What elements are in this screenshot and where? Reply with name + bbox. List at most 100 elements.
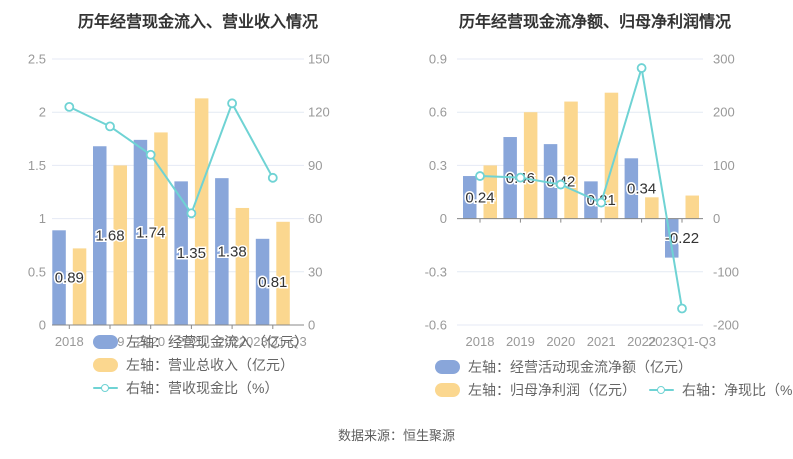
x-axis-category-label: 2021 xyxy=(177,334,206,349)
legend-label: 左轴：营业总收入（亿元） xyxy=(126,357,294,373)
right-axis-tick-label: 150 xyxy=(308,52,330,67)
chart-legend: 左轴：经营现金流入（亿元） 左轴：营业总收入（亿元） 右轴：营收现金比（%） xyxy=(93,334,308,396)
chart-title: 历年经营现金流净额、归母净利润情况 xyxy=(458,14,731,31)
legend-bar-swatch xyxy=(435,383,460,397)
x-axis-category-label: 2022 xyxy=(218,334,247,349)
bar-orange-2019[interactable] xyxy=(523,112,538,219)
bar-value-label: 1.74 xyxy=(136,224,165,241)
x-axis-category-label: 2022 xyxy=(627,334,656,349)
line-marker-2021[interactable] xyxy=(186,208,197,219)
left-axis-tick-label: 2 xyxy=(39,105,46,120)
bar-blue-2018[interactable] xyxy=(52,230,66,325)
x-axis-category-label: 2023Q1-Q3 xyxy=(648,334,716,349)
legend-bar-swatch xyxy=(93,358,118,372)
left-axis-tick-label: 0.6 xyxy=(429,105,447,120)
bar-value-label: 0.89 xyxy=(55,270,84,287)
legend-item[interactable]: 左轴：经营现金流入（亿元） xyxy=(93,332,308,352)
bar-value-label: 1.68 xyxy=(95,228,124,245)
bar-value-label: 0.24 xyxy=(465,189,494,206)
bar-orange-2023Q1-Q3[interactable] xyxy=(276,221,290,325)
left-axis-tick-label: 1 xyxy=(39,211,46,226)
bar-blue-2020[interactable] xyxy=(133,139,148,325)
bar-orange-2023Q1-Q3[interactable] xyxy=(685,195,700,219)
chart-cash-inflow-revenue: 历年经营现金流入、营业收入情况 2.5 150 2 120 1.5 90 1 60 0.5 30 0… xyxy=(0,0,396,459)
bar-orange-2018[interactable] xyxy=(483,165,498,219)
legend-item[interactable]: 左轴：营业总收入（亿元） xyxy=(93,355,294,375)
x-axis-category-label: 2023Q1-Q3 xyxy=(239,334,307,349)
right-axis-tick-label: 200 xyxy=(713,105,735,120)
legend-item[interactable]: 左轴：经营活动现金流净额（亿元） xyxy=(435,357,692,377)
bar-blue-2021[interactable] xyxy=(584,181,598,219)
chart-title: 历年经营现金流入、营业收入情况 xyxy=(77,14,318,31)
line-marker-2019[interactable] xyxy=(105,121,115,132)
ratio-line xyxy=(479,67,683,309)
chart-legend: 左轴：经营活动现金流净额（亿元） 左轴：归母净利润（亿元） 右轴：净现比（%） xyxy=(435,359,793,398)
bar-blue-2019[interactable] xyxy=(93,146,107,325)
legend-label: 左轴：经营现金流入（亿元） xyxy=(126,334,308,350)
bar-blue-2018[interactable] xyxy=(463,176,477,219)
bar-value-label: 1.35 xyxy=(177,245,206,262)
ratio-line xyxy=(68,102,274,215)
line-marker-2018[interactable] xyxy=(475,171,485,181)
legend-label: 右轴：净现比（%） xyxy=(682,382,793,398)
line-marker-2022[interactable] xyxy=(636,63,647,73)
x-axis-category-label: 2018 xyxy=(466,334,495,349)
legend-line-marker-icon xyxy=(649,383,674,397)
bar-blue-2021[interactable] xyxy=(174,181,188,325)
right-axis-tick-label: 120 xyxy=(308,105,330,120)
x-axis-category-label: 2020 xyxy=(546,334,575,349)
chart-plot: 2.5 150 2 120 1.5 90 1 60 0.5 30 0 0 0.89 1.68 1.74 1.3… xyxy=(28,52,330,350)
x-axis-category-label: 2020 xyxy=(136,334,165,349)
bar-blue-2022[interactable] xyxy=(624,158,639,219)
bar-orange-2020[interactable] xyxy=(154,132,168,325)
legend-row: 右轴：营收现金比（%） xyxy=(93,380,308,396)
bar-value-label: 0.34 xyxy=(627,180,656,197)
line-marker-2023Q1-Q3[interactable] xyxy=(677,303,687,314)
bar-value-label: 0.81 xyxy=(258,274,287,291)
right-axis-tick-label: 100 xyxy=(713,158,735,173)
right-axis-tick-label: 0 xyxy=(308,318,315,333)
left-axis-tick-label: 2.5 xyxy=(28,52,46,67)
legend-item[interactable]: 右轴：营收现金比（%） xyxy=(93,378,278,398)
bar-blue-2022[interactable] xyxy=(215,178,229,325)
right-axis-tick-label: 60 xyxy=(308,211,322,226)
bar-value-label: -0.22 xyxy=(665,230,699,247)
legend-row: 左轴：经营活动现金流净额（亿元） xyxy=(435,359,793,375)
bar-orange-2019[interactable] xyxy=(113,165,128,325)
bar-orange-2022[interactable] xyxy=(235,207,250,325)
legend-bar-swatch xyxy=(435,360,460,374)
bar-orange-2022[interactable] xyxy=(645,197,659,219)
legend-bar-swatch xyxy=(93,335,118,349)
left-axis-tick-label: 0 xyxy=(440,211,447,226)
legend-item[interactable]: 右轴：净现比（%） xyxy=(649,380,793,400)
legend-row: 左轴：营业总收入（亿元） xyxy=(93,357,308,373)
bar-orange-2020[interactable] xyxy=(564,101,578,219)
legend-item[interactable]: 左轴：归母净利润（亿元） xyxy=(435,380,636,400)
x-axis-category-label: 2018 xyxy=(55,334,84,349)
bar-orange-2018[interactable] xyxy=(72,248,87,325)
left-axis-tick-label: 0.9 xyxy=(429,52,447,67)
right-axis-tick-label: 90 xyxy=(308,158,322,173)
line-marker-2020[interactable] xyxy=(145,149,156,160)
bar-orange-2021[interactable] xyxy=(604,92,619,219)
line-marker-2018[interactable] xyxy=(64,101,75,112)
x-axis-category-label: 2021 xyxy=(587,334,616,349)
data-source-caption: 数据来源：恒生聚源 xyxy=(337,428,455,443)
bar-blue-2020[interactable] xyxy=(543,144,558,219)
left-axis-tick-label: -0.6 xyxy=(425,318,447,333)
legend-line-marker-icon xyxy=(93,381,118,395)
line-marker-2022[interactable] xyxy=(227,98,238,109)
bar-blue-2023Q1-Q3[interactable] xyxy=(255,238,270,325)
line-marker-2023Q1-Q3[interactable] xyxy=(267,172,278,183)
left-axis-tick-label: 0.5 xyxy=(28,264,46,279)
line-marker-2019[interactable] xyxy=(515,172,526,183)
left-axis-tick-label: -0.3 xyxy=(425,264,447,279)
line-marker-2021[interactable] xyxy=(596,197,607,208)
left-axis-tick-label: 0.3 xyxy=(429,158,447,173)
right-axis-tick-label: -200 xyxy=(713,318,739,333)
bar-orange-2021[interactable] xyxy=(194,98,209,325)
right-axis-tick-label: 0 xyxy=(713,211,720,226)
x-axis-category-label: 2019 xyxy=(506,334,535,349)
line-marker-2020[interactable] xyxy=(555,179,566,190)
